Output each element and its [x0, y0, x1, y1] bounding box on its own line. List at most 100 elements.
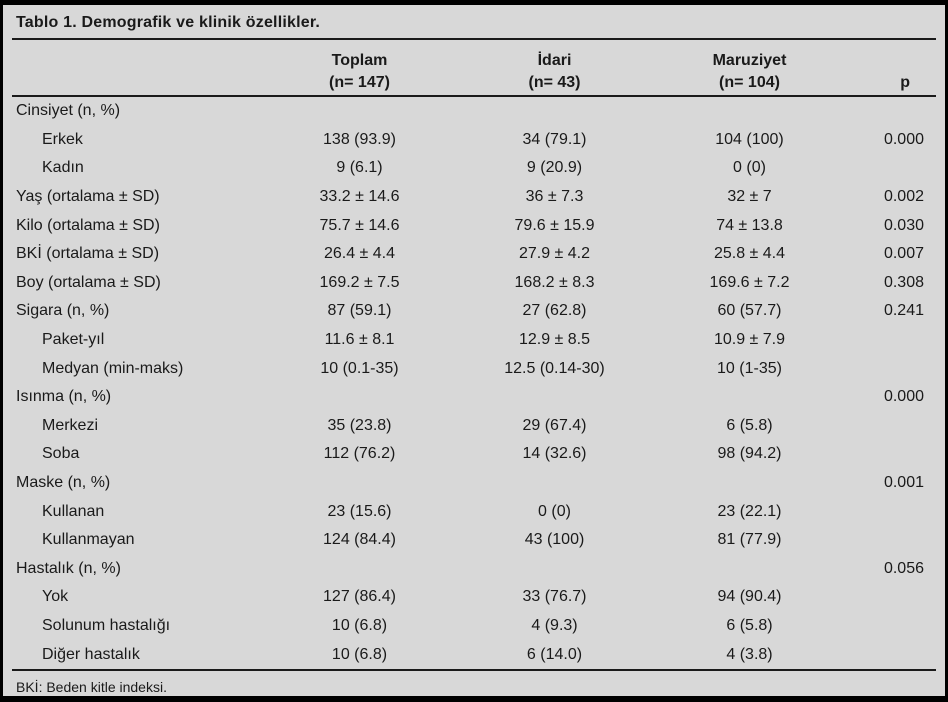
- row-label: Hastalık (n, %): [16, 559, 121, 577]
- cell-idari: 29 (67.4): [522, 416, 587, 434]
- cell-p: 0.001: [883, 474, 924, 492]
- row-label: Erkek: [42, 130, 83, 148]
- cell-idari: [457, 383, 652, 412]
- cell-toplam: 124 (84.4): [323, 531, 396, 549]
- cell-idari: 12.5 (0.14-30): [504, 359, 605, 377]
- table-row: Yaş (ortalama ± SD) 33.2 ± 14.6 36 ± 7.3…: [12, 183, 936, 212]
- cell-idari: 0 (0): [538, 502, 571, 520]
- cell-toplam: 10 (0.1-35): [320, 359, 399, 377]
- cell-idari: [457, 469, 652, 498]
- cell-toplam: [262, 555, 457, 584]
- row-label: Medyan (min-maks): [42, 359, 184, 377]
- cell-idari: [457, 555, 652, 584]
- header-row-counts: (n= 147) (n= 43) (n= 104) p: [12, 70, 936, 97]
- cell-p: 0.007: [883, 245, 924, 263]
- table-row: BKİ (ortalama ± SD) 26.4 ± 4.4 27.9 ± 4.…: [12, 240, 936, 269]
- table-row: Cinsiyet (n, %): [12, 96, 936, 126]
- cell-toplam: [262, 469, 457, 498]
- row-label: Diğer hastalık: [12, 640, 262, 671]
- cell-toplam: [262, 96, 457, 126]
- table-row: Kadın 9 (6.1) 9 (20.9) 0 (0): [12, 154, 936, 183]
- table-row: Medyan (min-maks) 10 (0.1-35) 12.5 (0.14…: [12, 354, 936, 383]
- cell-toplam: 75.7 ± 14.6: [319, 216, 400, 234]
- cell-maruziyet: 32 ± 7: [727, 188, 772, 206]
- column-count-toplam: (n= 147): [262, 70, 457, 97]
- cell-toplam: 33.2 ± 14.6: [319, 188, 400, 206]
- table-row: Solunum hastalığı 10 (6.8) 4 (9.3) 6 (5.…: [12, 612, 936, 641]
- cell-p: [847, 526, 936, 555]
- cell-maruziyet: 25.8 ± 4.4: [713, 245, 786, 263]
- row-label: Soba: [42, 445, 80, 463]
- cell-toplam: 23 (15.6): [327, 502, 392, 520]
- table-row: Erkek 138 (93.9) 34 (79.1) 104 (100) 0.0…: [12, 126, 936, 155]
- column-count-idari: (n= 43): [457, 70, 652, 97]
- row-label: Sigara (n, %): [16, 302, 110, 320]
- column-header-p: p: [847, 70, 936, 97]
- cell-maruziyet: 0 (0): [733, 159, 766, 177]
- cell-idari: 27.9 ± 4.2: [518, 245, 591, 263]
- cell-p: 0.000: [883, 130, 924, 148]
- cell-idari: 168.2 ± 8.3: [514, 273, 595, 291]
- row-label: Kullanan: [42, 502, 105, 520]
- cell-idari: 9 (20.9): [526, 159, 583, 177]
- cell-p: 0.056: [883, 559, 924, 577]
- cell-maruziyet: 74 ± 13.8: [716, 216, 783, 234]
- cell-idari: 43 (100): [524, 531, 585, 549]
- cell-idari: 33 (76.7): [522, 588, 587, 606]
- cell-toplam: 169.2 ± 7.5: [319, 273, 400, 291]
- cell-toplam: 87 (59.1): [327, 302, 392, 320]
- cell-p: 0.308: [883, 273, 924, 291]
- cell-maruziyet: 81 (77.9): [717, 531, 782, 549]
- row-label: Paket-yıl: [42, 331, 105, 349]
- cell-p: 0.000: [883, 388, 924, 406]
- cell-idari: 14 (32.6): [522, 445, 587, 463]
- row-label: Kilo (ortalama ± SD): [16, 216, 160, 234]
- row-label: Boy (ortalama ± SD): [16, 273, 161, 291]
- table-row: Boy (ortalama ± SD) 169.2 ± 7.5 168.2 ± …: [12, 269, 936, 298]
- cell-p: [847, 326, 936, 355]
- cell-p: [847, 154, 936, 183]
- cell-maruziyet: 23 (22.1): [717, 502, 782, 520]
- cell-maruziyet: 10 (1-35): [717, 359, 782, 377]
- cell-idari: 79.6 ± 15.9: [514, 216, 595, 234]
- cell-maruziyet: [652, 383, 847, 412]
- table-row: Kullanmayan 124 (84.4) 43 (100) 81 (77.9…: [12, 526, 936, 555]
- cell-toplam: 26.4 ± 4.4: [323, 245, 396, 263]
- cell-toplam: 138 (93.9): [323, 130, 396, 148]
- cell-maruziyet: [652, 555, 847, 584]
- table-row: Isınma (n, %) 0.000: [12, 383, 936, 412]
- cell-idari: 6 (14.0): [457, 640, 652, 671]
- cell-idari: 36 ± 7.3: [525, 188, 584, 206]
- cell-maruziyet: 6 (5.8): [726, 416, 773, 434]
- cell-p: [847, 354, 936, 383]
- cell-toplam: 9 (6.1): [336, 159, 383, 177]
- column-count-maruziyet: (n= 104): [652, 70, 847, 97]
- cell-maruziyet: [652, 469, 847, 498]
- cell-p: 0.002: [883, 188, 924, 206]
- row-label: Solunum hastalığı: [42, 616, 171, 634]
- table-footnote: BKİ: Beden kitle indeksi.: [16, 678, 167, 695]
- cell-p: [847, 412, 936, 441]
- table-row: Yok 127 (86.4) 33 (76.7) 94 (90.4): [12, 583, 936, 612]
- table-row: Paket-yıl 11.6 ± 8.1 12.9 ± 8.5 10.9 ± 7…: [12, 326, 936, 355]
- cell-p: [847, 583, 936, 612]
- row-label: Yok: [42, 588, 69, 606]
- column-header-toplam: Toplam: [331, 52, 388, 69]
- cell-p: [847, 612, 936, 641]
- table-title: Tablo 1. Demografik ve klinik özellikler…: [12, 5, 936, 40]
- cell-idari: [457, 96, 652, 126]
- cell-toplam: 10 (6.8): [331, 616, 388, 634]
- header-spacer: [847, 40, 936, 70]
- cell-idari: 12.9 ± 8.5: [518, 331, 591, 349]
- demographics-table: Toplam İdari Maruziyet (n= 147) (n= 43) …: [12, 40, 936, 671]
- cell-maruziyet: 60 (57.7): [717, 302, 782, 320]
- cell-maruziyet: [652, 96, 847, 126]
- row-label: Cinsiyet (n, %): [16, 102, 121, 120]
- row-label: Isınma (n, %): [16, 388, 112, 406]
- cell-idari: 4 (9.3): [531, 616, 578, 634]
- table-row: Kullanan 23 (15.6) 0 (0) 23 (22.1): [12, 497, 936, 526]
- cell-toplam: [262, 383, 457, 412]
- header-spacer: [12, 70, 262, 97]
- cell-p: 0.241: [883, 302, 924, 320]
